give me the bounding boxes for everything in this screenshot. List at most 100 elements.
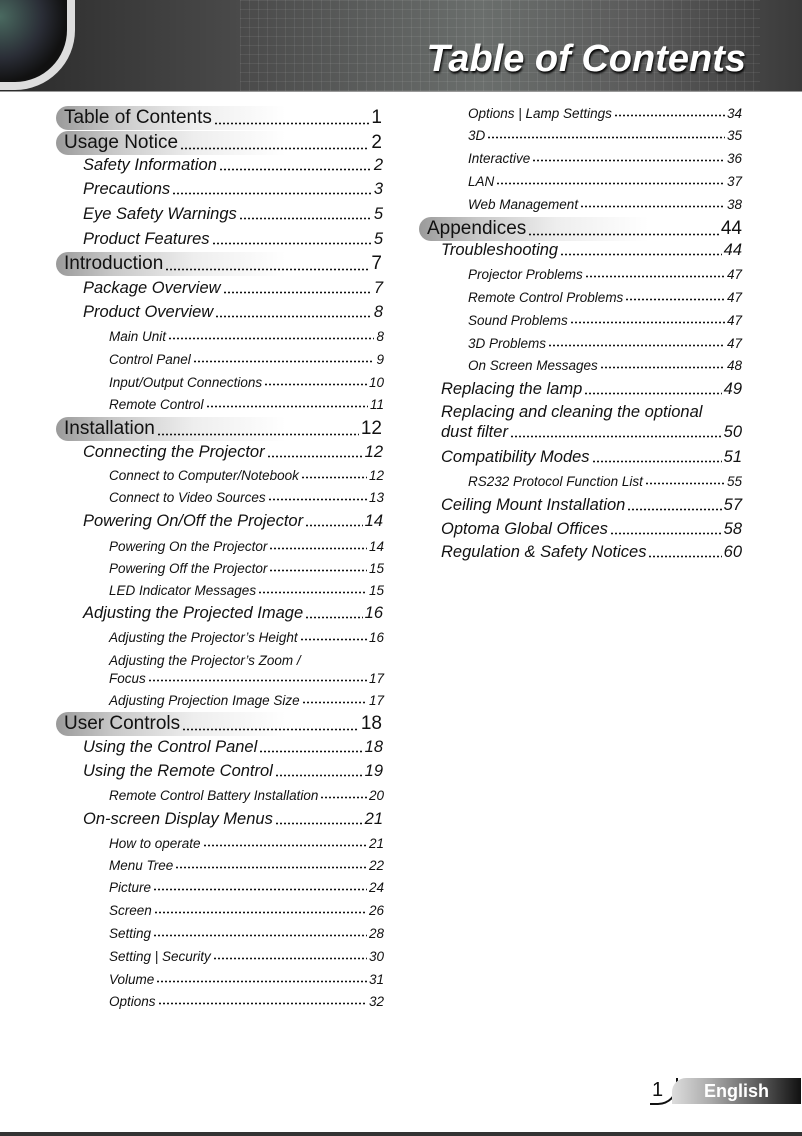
toc-entry[interactable]: Package Overview 7 [83,279,383,298]
toc-entry[interactable]: How to operate 21 [109,836,384,851]
toc-entry[interactable]: Optoma Global Offices 58 [441,520,742,539]
toc-entry-label: Interactive [468,150,531,166]
toc-entry-label: Troubleshooting [441,241,559,260]
toc-entry-line[interactable]: Replacing and cleaning the optional [441,403,703,422]
toc-entry[interactable]: Precautions 3 [83,180,383,199]
dot-leader [165,267,370,271]
toc-entry[interactable]: Compatibility Modes 51 [441,448,742,467]
toc-entry[interactable]: Menu Tree 22 [109,858,384,873]
toc-entry[interactable]: Product Overview 8 [83,303,383,322]
dot-leader [215,315,372,319]
dot-leader [168,336,375,340]
toc-entry[interactable]: Troubleshooting 44 [441,241,742,260]
toc-entry-page: 5 [373,205,383,224]
toc-entry-label: Setting [109,925,152,941]
toc-entry-page: 12 [360,417,382,439]
toc-entry-page: 48 [726,357,742,373]
toc-entry-page: 20 [368,787,384,803]
toc-entry[interactable]: Installation 12 [64,418,382,440]
toc-entry-label: Picture [109,879,152,895]
toc-entry[interactable]: Remote Control Battery Installation 20 [109,788,384,803]
toc-entry[interactable]: LED Indicator Messages 15 [109,583,384,598]
toc-entry[interactable]: Eye Safety Warnings 5 [83,205,383,224]
toc-entry-label: Usage Notice [64,131,179,153]
toc-entry-page: 34 [726,105,742,121]
dot-leader [625,297,725,301]
toc-entry[interactable]: On-screen Display Menus 21 [83,810,383,829]
toc-entry[interactable]: Ceiling Mount Installation 57 [441,496,742,515]
toc-entry[interactable]: Volume 31 [109,972,384,987]
toc-entry[interactable]: 3D 35 [468,128,742,143]
dot-leader [222,291,372,295]
toc-entry[interactable]: Picture 24 [109,880,384,895]
toc-entry[interactable]: Adjusting the Projected Image 16 [83,604,383,623]
toc-entry[interactable]: Connect to Computer/Notebook 12 [109,468,384,483]
toc-entry[interactable]: Main Unit 8 [109,329,384,344]
toc-entry[interactable]: Options | Lamp Settings 34 [468,106,742,121]
toc-entry-page: 57 [723,496,742,515]
dot-leader [172,192,372,196]
dot-leader [274,822,363,826]
toc-entry[interactable]: Input/Output Connections 10 [109,375,384,390]
dot-leader [532,158,725,162]
toc-entry[interactable]: Screen 26 [109,903,384,918]
toc-entry-label: Screen [109,902,152,918]
toc-entry[interactable]: Sound Problems 47 [468,313,742,328]
toc-entry[interactable]: Introduction 7 [64,253,382,275]
toc-entry[interactable]: Using the Control Panel 18 [83,738,383,757]
toc-entry[interactable]: dust filter 50 [441,423,742,442]
toc-entry-label: LED Indicator Messages [109,582,257,598]
toc-entry[interactable]: Appendices 44 [427,218,742,240]
dot-leader [613,113,725,117]
toc-entry-page: 44 [720,217,742,239]
toc-entry[interactable]: Adjusting Projection Image Size 17 [109,693,384,708]
toc-entry-page: 22 [368,857,384,873]
toc-entry[interactable]: Safety Information 2 [83,156,383,175]
toc-entry[interactable]: Setting | Security 30 [109,949,384,964]
toc-entry[interactable]: On Screen Messages 48 [468,358,742,373]
toc-entry[interactable]: Interactive 36 [468,151,742,166]
toc-entry[interactable]: Powering On/Off the Projector 14 [83,512,383,531]
dot-leader [487,135,725,139]
toc-entry-label: Regulation & Safety Notices [441,543,647,562]
toc-entry-label: Table of Contents [64,106,212,128]
dot-leader [299,637,367,641]
toc-entry-label: Package Overview [83,279,221,298]
toc-entry[interactable]: 3D Problems 47 [468,336,742,351]
toc-entry-label: 3D Problems [468,335,547,351]
toc-entry[interactable]: Setting 28 [109,926,384,941]
dot-leader [627,508,722,512]
toc-entry[interactable]: Connect to Video Sources 13 [109,490,384,505]
toc-entry[interactable]: Focus 17 [109,671,384,686]
dot-leader [305,616,363,620]
toc-entry-page: 21 [368,835,384,851]
dot-leader [528,232,719,236]
toc-entry[interactable]: Product Features 5 [83,230,383,249]
toc-entry[interactable]: Replacing the lamp 49 [441,380,742,399]
toc-entry[interactable]: LAN 37 [468,174,742,189]
toc-entry-label: Connect to Computer/Notebook [109,467,299,483]
toc-entry-line[interactable]: Adjusting the Projector’s Zoom / [109,652,301,668]
toc-entry[interactable]: Connecting the Projector 12 [83,443,383,462]
dot-leader [305,524,363,528]
toc-entry[interactable]: Usage Notice 2 [64,132,382,154]
toc-entry[interactable]: User Controls 18 [64,713,382,735]
toc-entry[interactable]: Remote Control Problems 47 [468,290,742,305]
toc-entry-page: 18 [360,712,382,734]
toc-entry-label: Projector Problems [468,266,583,282]
toc-entry[interactable]: Using the Remote Control 19 [83,762,383,781]
toc-entry-label: Main Unit [109,328,167,344]
toc-entry[interactable]: Powering Off the Projector 15 [109,561,384,576]
toc-entry[interactable]: Regulation & Safety Notices 60 [441,543,742,562]
toc-entry[interactable]: Web Management 38 [468,197,742,212]
toc-entry[interactable]: Powering On the Projector 14 [109,539,384,554]
toc-entry[interactable]: Adjusting the Projector’s Height 16 [109,630,384,645]
toc-entry[interactable]: Remote Control 11 [109,397,384,412]
toc-entry-label: Web Management [468,196,579,212]
toc-entry[interactable]: Projector Problems 47 [468,267,742,282]
toc-entry[interactable]: Table of Contents 1 [64,107,382,129]
toc-entry[interactable]: Control Panel 9 [109,352,384,367]
toc-entry[interactable]: Options 32 [109,994,384,1009]
toc-entry[interactable]: RS232 Protocol Function List 55 [468,474,742,489]
toc-entry-page: 30 [368,948,384,964]
